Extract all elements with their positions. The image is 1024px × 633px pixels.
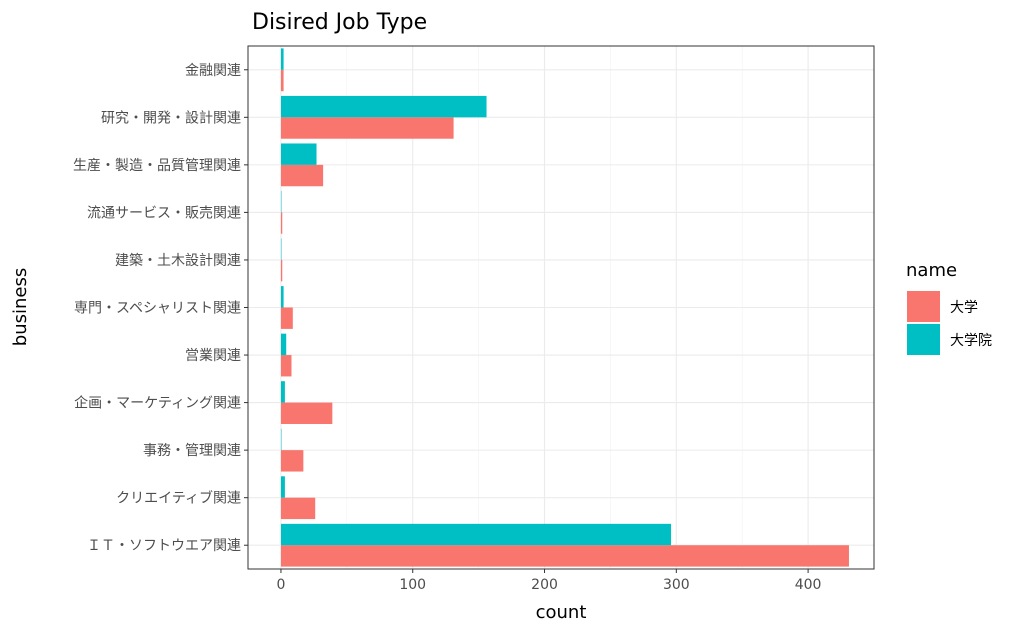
bar-daigaku bbox=[280, 307, 293, 329]
bar-daigaku bbox=[280, 212, 283, 234]
x-axis: 0 100 200 300 400 bbox=[276, 569, 821, 593]
bar-daigaku bbox=[280, 450, 304, 472]
y-tick-label: 企画・マーケティング関連 bbox=[74, 395, 241, 412]
bar-daigakuin bbox=[280, 143, 317, 165]
bar-daigakuin bbox=[280, 333, 287, 356]
bar-daigaku bbox=[280, 69, 284, 92]
bar-daigakuin bbox=[280, 238, 282, 260]
bar-daigaku bbox=[280, 402, 333, 424]
y-tick-label: 事務・管理関連 bbox=[143, 443, 241, 459]
y-tick-label: ＩＴ・ソフトウエア関連 bbox=[87, 538, 241, 554]
y-tick-label: 研究・開発・設計関連 bbox=[101, 110, 241, 126]
legend-swatch bbox=[907, 291, 940, 322]
bar-daigaku bbox=[280, 355, 292, 377]
x-tick-label: 0 bbox=[276, 577, 285, 593]
bar-daigakuin bbox=[280, 191, 282, 213]
x-tick-label: 200 bbox=[531, 577, 558, 593]
bars bbox=[280, 48, 849, 567]
bar-daigaku bbox=[280, 259, 283, 282]
bar-daigaku bbox=[280, 117, 454, 139]
x-tick-label: 400 bbox=[795, 577, 822, 593]
bar-daigakuin bbox=[280, 428, 282, 451]
y-tick-label: 建築・土木設計関連 bbox=[115, 253, 241, 269]
y-tick-label: 専門・スペシャリスト関連 bbox=[74, 301, 241, 317]
legend-label: 大学 bbox=[950, 300, 978, 316]
bar-daigakuin bbox=[280, 523, 672, 546]
legend-swatch bbox=[907, 324, 940, 355]
chart-title: Disired Job Type bbox=[252, 10, 427, 35]
y-axis: 金融関連研究・開発・設計関連生産・製造・品質管理関連流通サービス・販売関連建築・… bbox=[73, 63, 248, 554]
bar-daigakuin bbox=[280, 381, 285, 403]
bar-daigaku bbox=[280, 545, 849, 567]
y-tick-label: クリエイティブ関連 bbox=[116, 490, 241, 507]
legend-label: 大学院 bbox=[950, 333, 992, 349]
y-tick-label: 流通サービス・販売関連 bbox=[87, 205, 241, 221]
x-axis-title: count bbox=[536, 602, 587, 623]
bar-daigaku bbox=[280, 497, 316, 520]
y-tick-label: 金融関連 bbox=[185, 63, 241, 79]
bar-daigakuin bbox=[280, 95, 487, 118]
legend-title: name bbox=[906, 260, 957, 281]
bar-daigakuin bbox=[280, 48, 284, 70]
bar-daigakuin bbox=[280, 286, 284, 308]
y-tick-label: 営業関連 bbox=[185, 348, 241, 364]
y-axis-title: business bbox=[10, 268, 31, 346]
bar-daigakuin bbox=[280, 476, 285, 498]
x-tick-label: 100 bbox=[399, 577, 426, 593]
bar-daigaku bbox=[280, 164, 324, 187]
x-tick-label: 300 bbox=[663, 577, 690, 593]
y-tick-label: 生産・製造・品質管理関連 bbox=[73, 158, 241, 174]
